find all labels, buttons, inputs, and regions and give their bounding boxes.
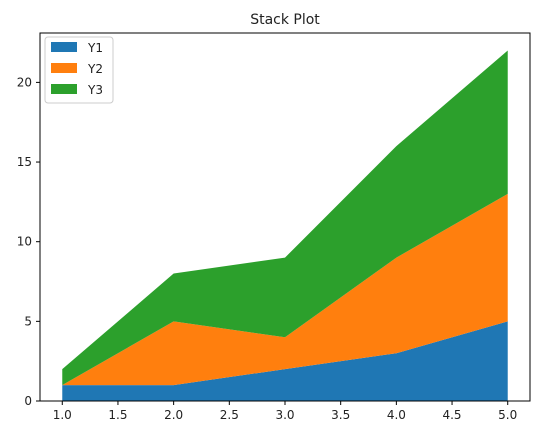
y-tick-label: 0 [24, 394, 32, 408]
legend-swatch-y2 [51, 63, 77, 73]
x-tick-label: 3.0 [275, 408, 294, 422]
y-tick-label: 5 [24, 314, 32, 328]
x-tick-label: 1.5 [108, 408, 127, 422]
x-tick-label: 1.0 [53, 408, 72, 422]
stack-area-y1 [62, 321, 508, 401]
plot-frame [39, 32, 531, 402]
legend-label-y2: Y2 [87, 62, 103, 76]
stack-area-y2 [62, 193, 508, 386]
x-tick-label: 2.0 [164, 408, 183, 422]
x-tick-label: 5.0 [498, 408, 517, 422]
x-tick-label: 2.5 [220, 408, 239, 422]
chart-title: Stack Plot [250, 12, 320, 28]
x-tick-label: 4.5 [442, 408, 461, 422]
legend: Y1 Y2 Y3 [44, 36, 114, 104]
x-tick-label: 3.5 [331, 408, 350, 422]
x-axis: 1.0 1.5 2.0 2.5 3.0 3.5 4.0 4.5 5.0 [53, 401, 517, 422]
legend-swatch-y3 [51, 84, 77, 94]
x-tick-label: 4.0 [387, 408, 406, 422]
y-axis: 0 5 10 15 20 [17, 75, 40, 408]
y-tick-label: 15 [17, 155, 32, 169]
legend-label-y3: Y3 [87, 83, 103, 97]
legend-swatch-y1 [51, 42, 77, 52]
stack-area-y3 [62, 50, 508, 386]
stacked-areas-layer [62, 50, 508, 401]
y-tick-label: 10 [17, 235, 32, 249]
y-tick-label: 20 [17, 75, 32, 89]
legend-label-y1: Y1 [87, 41, 103, 55]
